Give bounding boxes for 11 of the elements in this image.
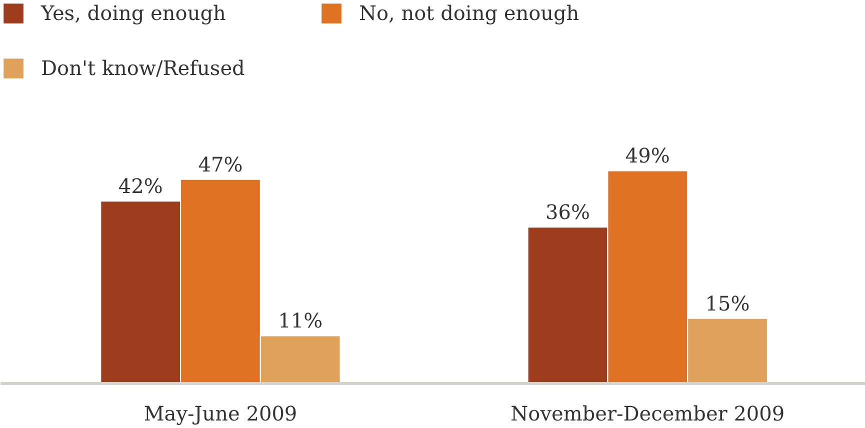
- x-tick-label: May-June 2009: [144, 402, 298, 426]
- legend-label: Yes, doing enough: [41, 0, 227, 26]
- x-tick-label: November-December 2009: [510, 402, 785, 426]
- legend-label: No, not doing enough: [359, 0, 580, 26]
- legend-label: Don't know/Refused: [41, 55, 246, 81]
- data-label: 47%: [198, 152, 243, 176]
- data-label: 49%: [625, 144, 670, 168]
- data-label: 11%: [278, 308, 323, 333]
- data-label: 15%: [705, 291, 750, 316]
- data-label: 42%: [118, 174, 163, 198]
- data-label: 36%: [546, 200, 590, 224]
